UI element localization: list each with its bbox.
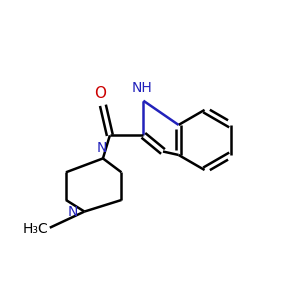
Text: N: N [97, 141, 107, 155]
Text: O: O [94, 86, 106, 101]
Text: H₃C: H₃C [22, 222, 48, 236]
Text: NH: NH [132, 81, 153, 95]
Text: N: N [68, 205, 78, 219]
